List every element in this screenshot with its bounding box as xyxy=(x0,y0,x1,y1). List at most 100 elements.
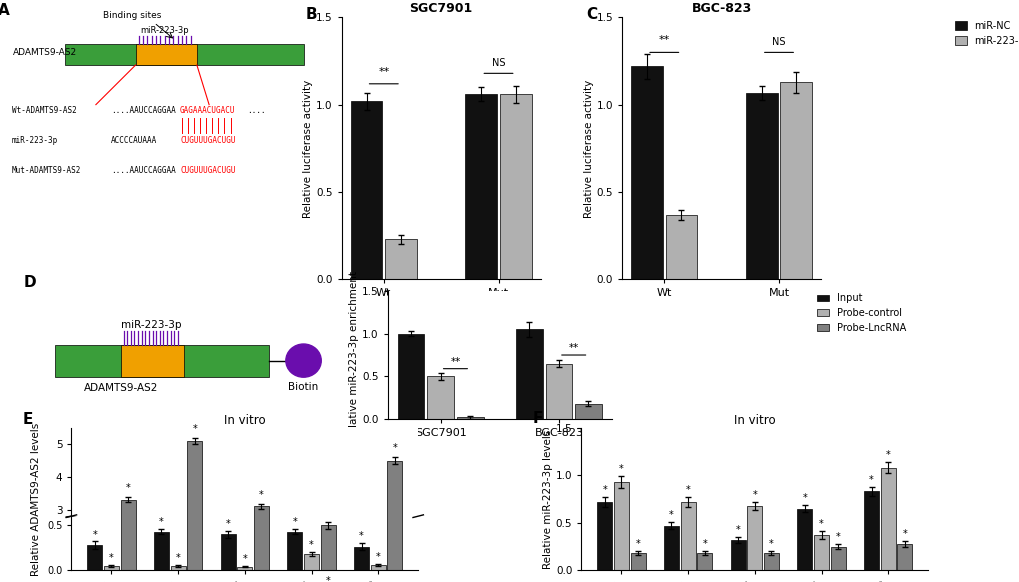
Bar xyxy=(457,417,483,419)
Text: miR-223-3p: miR-223-3p xyxy=(141,26,189,35)
Bar xyxy=(351,101,382,279)
Text: *: * xyxy=(193,424,197,434)
Bar xyxy=(780,82,811,279)
Text: E: E xyxy=(22,412,34,427)
Bar xyxy=(287,531,302,570)
Text: C: C xyxy=(586,7,597,22)
Text: *: * xyxy=(243,555,247,565)
Text: *: * xyxy=(259,490,264,500)
Text: CUGUUUGACUGU: CUGUUUGACUGU xyxy=(180,166,235,175)
Bar xyxy=(154,531,169,570)
Bar xyxy=(663,526,679,570)
Text: *: * xyxy=(359,531,364,541)
Text: ....AAUCCAGGAA: ....AAUCCAGGAA xyxy=(111,166,175,175)
Y-axis label: Relative miR-223-3p enrichment: Relative miR-223-3p enrichment xyxy=(348,271,359,439)
Bar xyxy=(237,567,252,570)
Text: *: * xyxy=(835,532,840,542)
Text: **: ** xyxy=(449,357,461,367)
Text: *: * xyxy=(735,525,740,535)
Text: *: * xyxy=(601,485,606,495)
Text: Binding sites: Binding sites xyxy=(103,11,162,20)
Legend: miR-NC, miR-223-3p: miR-NC, miR-223-3p xyxy=(669,17,754,49)
Text: Wt-ADAMTS9-AS2: Wt-ADAMTS9-AS2 xyxy=(12,105,76,115)
Text: CUGUUUGACUGU: CUGUUUGACUGU xyxy=(180,136,235,145)
Text: *: * xyxy=(125,483,130,494)
Text: *: * xyxy=(768,540,773,549)
Bar xyxy=(120,272,136,570)
Text: miR-223-3p: miR-223-3p xyxy=(120,320,180,330)
Text: ....: .... xyxy=(248,105,266,115)
Bar xyxy=(397,333,424,419)
Text: *: * xyxy=(109,553,113,563)
Title: BGC-823: BGC-823 xyxy=(691,2,751,15)
Bar xyxy=(387,460,403,582)
Text: *: * xyxy=(868,475,873,485)
Bar xyxy=(465,94,496,279)
Text: *: * xyxy=(685,485,690,495)
Bar xyxy=(354,547,369,570)
Text: ADAMTS9-AS2: ADAMTS9-AS2 xyxy=(84,384,158,393)
FancyBboxPatch shape xyxy=(136,44,197,65)
Text: B: B xyxy=(306,7,317,22)
Text: NS: NS xyxy=(771,37,785,47)
Bar xyxy=(575,404,601,419)
Text: *: * xyxy=(668,510,674,520)
Bar xyxy=(370,565,385,570)
Bar xyxy=(680,502,695,570)
Bar xyxy=(187,441,202,582)
Text: ....AAUCCAGGAA: ....AAUCCAGGAA xyxy=(111,105,175,115)
Bar xyxy=(897,544,912,570)
Bar xyxy=(254,290,269,570)
Legend: Control, KD-LncRNA, OE-LncRNA: Control, KD-LncRNA, OE-LncRNA xyxy=(580,432,662,480)
Text: Mut-ADAMTS9-AS2: Mut-ADAMTS9-AS2 xyxy=(12,166,82,175)
Text: **: ** xyxy=(658,36,669,45)
Bar xyxy=(745,93,776,279)
Bar xyxy=(120,500,136,582)
Y-axis label: Relative luciferase activity: Relative luciferase activity xyxy=(303,79,313,218)
Title: In vitro: In vitro xyxy=(224,414,265,427)
Text: Relative ADAMTS9-AS2 levels: Relative ADAMTS9-AS2 levels xyxy=(31,423,41,576)
Text: Biotin: Biotin xyxy=(288,382,318,392)
Text: ADAMTS9-AS2: ADAMTS9-AS2 xyxy=(13,48,77,57)
Text: *: * xyxy=(752,490,756,500)
Text: *: * xyxy=(818,520,823,530)
Bar xyxy=(863,491,878,570)
Bar xyxy=(104,566,119,570)
Text: *: * xyxy=(902,529,907,539)
Bar xyxy=(813,535,828,570)
Text: A: A xyxy=(0,3,10,19)
Text: *: * xyxy=(376,552,380,562)
Bar xyxy=(596,502,611,570)
Text: *: * xyxy=(392,443,397,453)
Bar xyxy=(187,110,202,570)
Bar xyxy=(613,482,629,570)
Legend: miR-NC, miR-223-3p: miR-NC, miR-223-3p xyxy=(950,17,1019,49)
Bar xyxy=(427,377,453,419)
Bar xyxy=(763,553,779,570)
Text: *: * xyxy=(159,517,164,527)
Title: In vitro: In vitro xyxy=(734,414,774,427)
Text: *: * xyxy=(702,540,706,549)
Bar xyxy=(254,506,269,582)
Bar xyxy=(387,164,403,570)
FancyBboxPatch shape xyxy=(65,44,304,65)
Y-axis label: Relative miR-223-3p levels: Relative miR-223-3p levels xyxy=(542,430,552,569)
Bar xyxy=(747,506,761,570)
Text: **: ** xyxy=(568,343,578,353)
Bar xyxy=(829,546,845,570)
Text: ACCCCAUAAA: ACCCCAUAAA xyxy=(111,136,157,145)
FancyBboxPatch shape xyxy=(55,345,269,377)
Bar xyxy=(170,566,185,570)
Text: F: F xyxy=(532,411,543,425)
Bar xyxy=(385,239,417,279)
Bar xyxy=(87,545,102,570)
Text: *: * xyxy=(886,450,890,460)
Bar xyxy=(879,468,895,570)
Bar xyxy=(665,215,697,279)
Text: D: D xyxy=(23,275,37,290)
Text: NS: NS xyxy=(491,58,504,68)
Bar xyxy=(499,94,531,279)
Text: *: * xyxy=(225,519,230,529)
FancyBboxPatch shape xyxy=(120,345,183,377)
Text: miR-223-3p: miR-223-3p xyxy=(12,136,58,145)
